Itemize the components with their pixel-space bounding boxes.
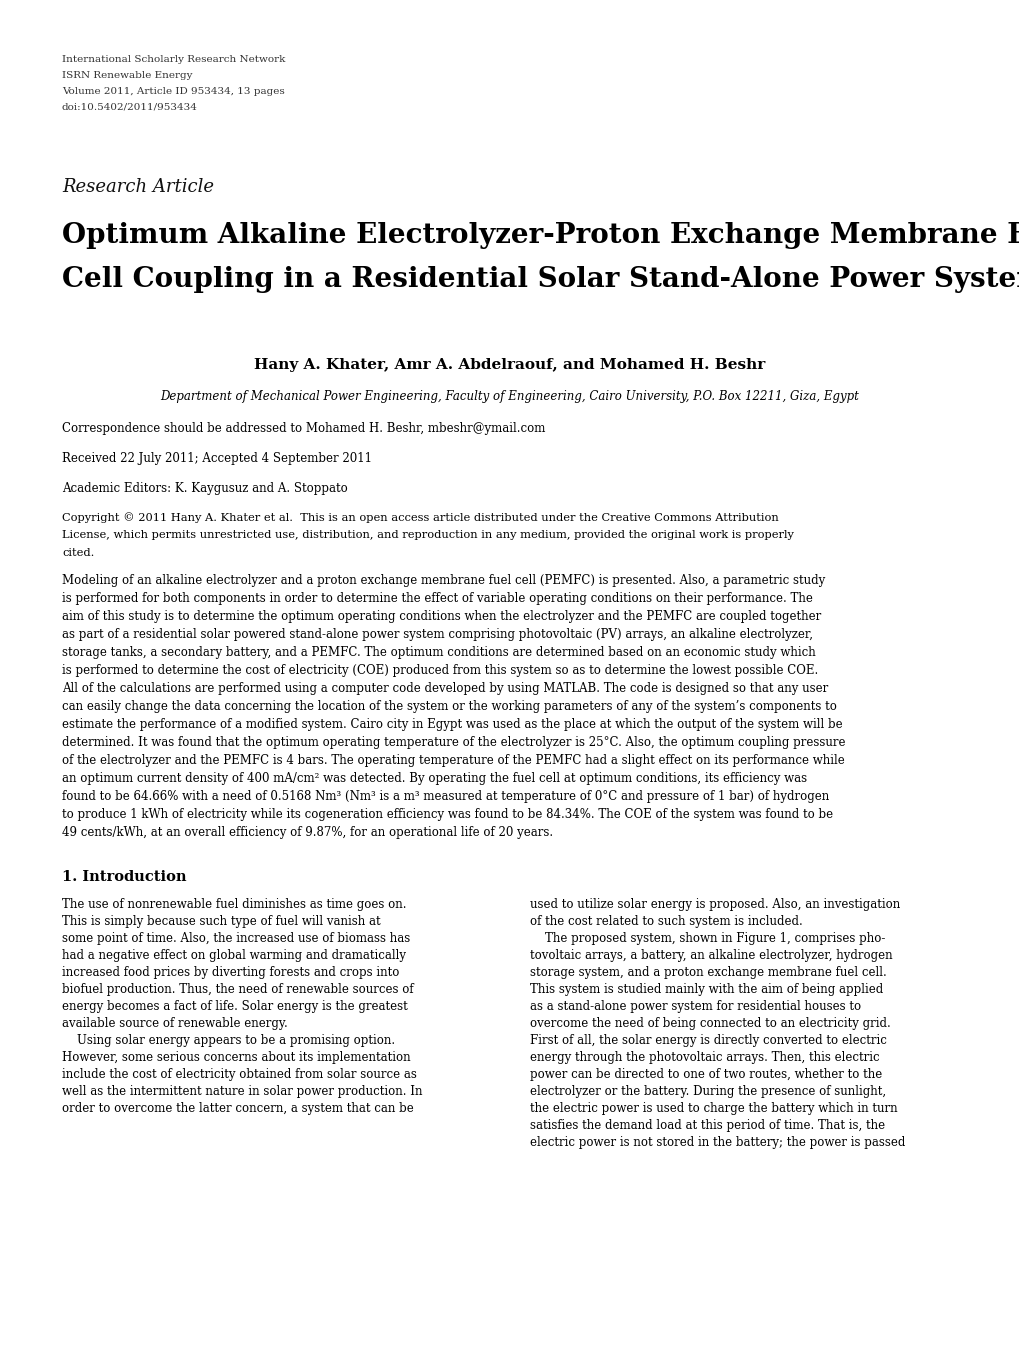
Text: Volume 2011, Article ID 953434, 13 pages: Volume 2011, Article ID 953434, 13 pages [62, 87, 284, 96]
Text: Cell Coupling in a Residential Solar Stand-Alone Power System: Cell Coupling in a Residential Solar Sta… [62, 267, 1019, 293]
Text: The use of nonrenewable fuel diminishes as time goes on.: The use of nonrenewable fuel diminishes … [62, 898, 407, 911]
Text: ISRN Renewable Energy: ISRN Renewable Energy [62, 71, 193, 79]
Text: First of all, the solar energy is directly converted to electric: First of all, the solar energy is direct… [530, 1034, 886, 1047]
Text: as a stand-alone power system for residential houses to: as a stand-alone power system for reside… [530, 1000, 860, 1014]
Text: of the electrolyzer and the PEMFC is 4 bars. The operating temperature of the PE: of the electrolyzer and the PEMFC is 4 b… [62, 754, 844, 767]
Text: Academic Editors: K. Kaygusuz and A. Stoppato: Academic Editors: K. Kaygusuz and A. Sto… [62, 482, 347, 495]
Text: to produce 1 kWh of electricity while its cogeneration efficiency was found to b: to produce 1 kWh of electricity while it… [62, 808, 833, 821]
Text: satisfies the demand load at this period of time. That is, the: satisfies the demand load at this period… [530, 1119, 884, 1132]
Text: License, which permits unrestricted use, distribution, and reproduction in any m: License, which permits unrestricted use,… [62, 530, 793, 540]
Text: found to be 64.66% with a need of 0.5168 Nm³ (Nm³ is a m³ measured at temperatur: found to be 64.66% with a need of 0.5168… [62, 790, 828, 804]
Text: Correspondence should be addressed to Mohamed H. Beshr, mbeshr@ymail.com: Correspondence should be addressed to Mo… [62, 423, 545, 435]
Text: determined. It was found that the optimum operating temperature of the electroly: determined. It was found that the optimu… [62, 736, 845, 748]
Text: is performed for both components in order to determine the effect of variable op: is performed for both components in orde… [62, 592, 812, 604]
Text: Research Article: Research Article [62, 178, 214, 197]
Text: Optimum Alkaline Electrolyzer-Proton Exchange Membrane Fuel: Optimum Alkaline Electrolyzer-Proton Exc… [62, 222, 1019, 249]
Text: some point of time. Also, the increased use of biomass has: some point of time. Also, the increased … [62, 931, 410, 945]
Text: order to overcome the latter concern, a system that can be: order to overcome the latter concern, a … [62, 1102, 414, 1114]
Text: Hany A. Khater, Amr A. Abdelraouf, and Mohamed H. Beshr: Hany A. Khater, Amr A. Abdelraouf, and M… [254, 358, 765, 371]
Text: include the cost of electricity obtained from solar source as: include the cost of electricity obtained… [62, 1067, 417, 1081]
Text: is performed to determine the cost of electricity (COE) produced from this syste: is performed to determine the cost of el… [62, 664, 817, 677]
Text: energy becomes a fact of life. Solar energy is the greatest: energy becomes a fact of life. Solar ene… [62, 1000, 408, 1014]
Text: Modeling of an alkaline electrolyzer and a proton exchange membrane fuel cell (P: Modeling of an alkaline electrolyzer and… [62, 573, 824, 587]
Text: Copyright © 2011 Hany A. Khater et al.  This is an open access article distribut: Copyright © 2011 Hany A. Khater et al. T… [62, 511, 777, 522]
Text: as part of a residential solar powered stand-alone power system comprising photo: as part of a residential solar powered s… [62, 629, 812, 641]
Text: increased food prices by diverting forests and crops into: increased food prices by diverting fores… [62, 966, 399, 979]
Text: storage system, and a proton exchange membrane fuel cell.: storage system, and a proton exchange me… [530, 966, 886, 979]
Text: However, some serious concerns about its implementation: However, some serious concerns about its… [62, 1051, 411, 1063]
Text: All of the calculations are performed using a computer code developed by using M: All of the calculations are performed us… [62, 682, 827, 695]
Text: biofuel production. Thus, the need of renewable sources of: biofuel production. Thus, the need of re… [62, 983, 414, 996]
Text: Received 22 July 2011; Accepted 4 September 2011: Received 22 July 2011; Accepted 4 Septem… [62, 452, 372, 464]
Text: Using solar energy appears to be a promising option.: Using solar energy appears to be a promi… [62, 1034, 394, 1047]
Text: of the cost related to such system is included.: of the cost related to such system is in… [530, 915, 802, 927]
Text: electrolyzer or the battery. During the presence of sunlight,: electrolyzer or the battery. During the … [530, 1085, 886, 1098]
Text: cited.: cited. [62, 548, 95, 559]
Text: This system is studied mainly with the aim of being applied: This system is studied mainly with the a… [530, 983, 882, 996]
Text: had a negative effect on global warming and dramatically: had a negative effect on global warming … [62, 949, 406, 962]
Text: aim of this study is to determine the optimum operating conditions when the elec: aim of this study is to determine the op… [62, 610, 820, 623]
Text: power can be directed to one of two routes, whether to the: power can be directed to one of two rout… [530, 1067, 881, 1081]
Text: The proposed system, shown in Figure 1, comprises pho-: The proposed system, shown in Figure 1, … [530, 931, 884, 945]
Text: electric power is not stored in the battery; the power is passed: electric power is not stored in the batt… [530, 1136, 905, 1149]
Text: This is simply because such type of fuel will vanish at: This is simply because such type of fuel… [62, 915, 380, 927]
Text: energy through the photovoltaic arrays. Then, this electric: energy through the photovoltaic arrays. … [530, 1051, 878, 1063]
Text: 1. Introduction: 1. Introduction [62, 870, 186, 884]
Text: doi:10.5402/2011/953434: doi:10.5402/2011/953434 [62, 104, 198, 112]
Text: can easily change the data concerning the location of the system or the working : can easily change the data concerning th… [62, 700, 836, 713]
Text: storage tanks, a secondary battery, and a PEMFC. The optimum conditions are dete: storage tanks, a secondary battery, and … [62, 646, 815, 660]
Text: available source of renewable energy.: available source of renewable energy. [62, 1018, 287, 1030]
Text: International Scholarly Research Network: International Scholarly Research Network [62, 55, 285, 65]
Text: 49 cents/kWh, at an overall efficiency of 9.87%, for an operational life of 20 y: 49 cents/kWh, at an overall efficiency o… [62, 826, 552, 839]
Text: well as the intermittent nature in solar power production. In: well as the intermittent nature in solar… [62, 1085, 422, 1098]
Text: an optimum current density of 400 mA/cm² was detected. By operating the fuel cel: an optimum current density of 400 mA/cm²… [62, 773, 806, 785]
Text: Department of Mechanical Power Engineering, Faculty of Engineering, Cairo Univer: Department of Mechanical Power Engineeri… [160, 390, 859, 402]
Text: used to utilize solar energy is proposed. Also, an investigation: used to utilize solar energy is proposed… [530, 898, 900, 911]
Text: the electric power is used to charge the battery which in turn: the electric power is used to charge the… [530, 1102, 897, 1114]
Text: estimate the performance of a modified system. Cairo city in Egypt was used as t: estimate the performance of a modified s… [62, 717, 842, 731]
Text: overcome the need of being connected to an electricity grid.: overcome the need of being connected to … [530, 1018, 890, 1030]
Text: tovoltaic arrays, a battery, an alkaline electrolyzer, hydrogen: tovoltaic arrays, a battery, an alkaline… [530, 949, 892, 962]
